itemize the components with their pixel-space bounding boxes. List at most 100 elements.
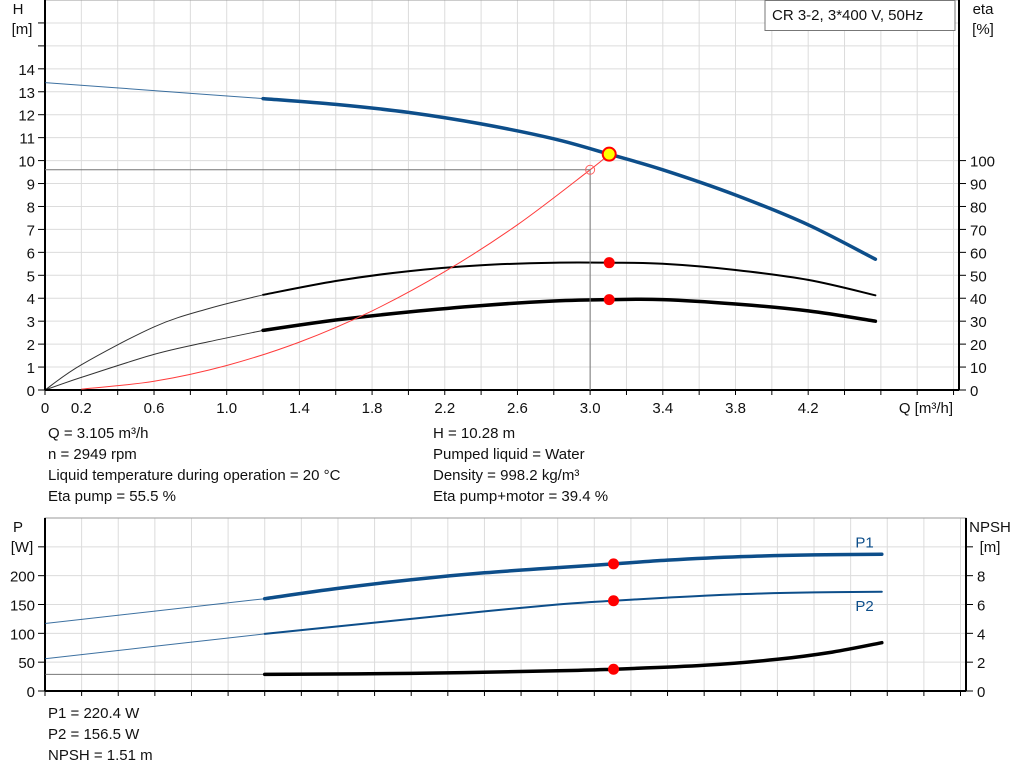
x-tick-label: 2.2	[434, 400, 455, 417]
series-label-p1: P1	[855, 534, 873, 551]
legend-box	[764, 0, 956, 31]
y-tick-label: 11	[19, 131, 35, 148]
y-tick-label: 50	[18, 655, 35, 672]
y2-tick-label: 80	[970, 199, 987, 216]
y-tick-label: 0	[27, 383, 35, 400]
y2-axis-unit: [m]	[980, 539, 1001, 556]
y-tick-label: 8	[27, 199, 35, 216]
y2-tick-label: 8	[977, 569, 985, 586]
power-chart: 0 50 100 150 200 P [W] 0 2 4 6 8 NPSH [m] P1 P2	[10, 517, 1011, 701]
y-axis-title: H	[13, 1, 24, 18]
x-tick-label: 0.6	[144, 400, 165, 417]
info-p2: P2 = 156.5 W	[48, 726, 140, 743]
y-tick-label: 4	[27, 291, 35, 308]
y2-tick-label: 20	[970, 337, 987, 354]
series-system	[81, 153, 610, 390]
y2-tick-label: 6	[977, 598, 985, 615]
operating-point-marker-p2	[608, 595, 620, 607]
info-eta-total: Eta pump+motor = 39.4 %	[433, 488, 609, 505]
y-tick-label: 2	[27, 337, 35, 354]
x-tick-label: 3.4	[652, 400, 673, 417]
duty-point-marker	[601, 146, 617, 162]
curve-head-extrapolated	[44, 82, 264, 100]
x-tick-label: 2.6	[507, 400, 528, 417]
y2-tick-label: 2	[977, 655, 985, 672]
series-npsh	[45, 640, 884, 677]
curve-npsh	[262, 640, 884, 677]
y-tick-label: 200	[10, 569, 35, 586]
y-tick-label: 12	[18, 108, 35, 125]
curve-p1	[262, 552, 884, 601]
head-chart: 0 0.2 0.6 1.0 1.4 1.8 2.2 2.6 3.0 3.4 3.8 4.2 Q [m³/…	[12, 0, 995, 417]
y2-tick-label: 4	[977, 626, 985, 643]
y2-axis-title: NPSH	[969, 519, 1011, 536]
info-p1: P1 = 220.4 W	[48, 705, 140, 722]
y2-tick-label: 50	[970, 268, 987, 285]
y-axis-title: P	[13, 519, 23, 536]
x-tick-label: 1.8	[362, 400, 383, 417]
y-tick-label: 0	[27, 684, 35, 701]
operating-point-marker-eta-pump	[603, 257, 615, 269]
y2-axis-unit: [%]	[972, 21, 994, 38]
info-eta-pump: Eta pump = 55.5 %	[48, 488, 176, 505]
curve-p2-extrapolated	[44, 633, 265, 660]
plot-frame	[44, 0, 960, 391]
info-speed: n = 2949 rpm	[48, 446, 137, 463]
operating-point-marker-npsh	[608, 663, 620, 675]
y2-tick-label: 0	[970, 383, 978, 400]
y-tick-label: 6	[27, 245, 35, 262]
y2-tick-label: 70	[970, 222, 987, 239]
series-p1: P1	[44, 534, 884, 624]
y-axis-unit: [m]	[12, 21, 33, 38]
guide-intersection-marker	[585, 164, 596, 175]
grid	[45, 0, 959, 390]
curve-eta-pump-extrapolated	[44, 294, 264, 391]
y-tick-label: 10	[18, 154, 35, 171]
operating-guide-lines	[45, 169, 591, 390]
y-tick-label: 150	[10, 598, 35, 615]
curve-head	[261, 96, 878, 261]
operating-point-marker-p1	[608, 558, 620, 570]
series-eta-pump-motor	[44, 294, 878, 391]
y2-tick-label: 100	[970, 154, 995, 171]
series-label-p2: P2	[855, 598, 873, 615]
y2-tick-label: 60	[970, 245, 987, 262]
x-tick-label: 0.2	[71, 400, 92, 417]
info-npsh: NPSH = 1.51 m	[48, 747, 153, 764]
y-axis-unit: [W]	[11, 539, 34, 556]
operating-point-marker-eta-pump-motor	[603, 294, 615, 306]
series-eta-pump	[44, 257, 877, 391]
x-tick-label: 4.2	[798, 400, 819, 417]
y2-tick-label: 40	[970, 291, 987, 308]
legend-title: CR 3-2, 3*400 V, 50Hz	[772, 7, 923, 24]
info-pumped-liquid: Pumped liquid = Water	[433, 446, 585, 463]
curve-eta-pump	[262, 261, 877, 297]
curve-p2	[263, 590, 883, 635]
y2-tick-label: 30	[970, 314, 987, 331]
y-tick-label: 5	[27, 268, 35, 285]
y2-axis-title: eta	[973, 1, 995, 18]
info-density: Density = 998.2 kg/m³	[433, 467, 580, 484]
x-tick-label: 0	[41, 400, 49, 417]
curve-p1-extrapolated	[44, 598, 265, 624]
x-tick-label: 1.4	[289, 400, 310, 417]
y-tick-label: 14	[18, 62, 35, 79]
x-tick-label: 1.0	[216, 400, 237, 417]
curve-system	[81, 153, 610, 390]
series-head	[44, 82, 878, 261]
x-tick-label: 3.8	[725, 400, 746, 417]
y2-tick-label: 90	[970, 177, 987, 194]
y-tick-label: 9	[27, 177, 35, 194]
x-tick-label: 3.0	[580, 400, 601, 417]
info-q: Q = 3.105 m³/h	[48, 425, 149, 442]
y2-tick-label: 0	[977, 684, 985, 701]
curve-eta-pump-motor-extrapolated	[44, 329, 264, 391]
info-liquid-temp: Liquid temperature during operation = 20…	[48, 467, 341, 484]
x-axis-title: Q [m³/h]	[899, 400, 953, 417]
y-tick-label: 13	[18, 85, 35, 102]
series-p2: P2	[44, 590, 883, 660]
info-h: H = 10.28 m	[433, 425, 516, 442]
y-tick-label: 3	[27, 314, 35, 331]
y-tick-label: 1	[27, 360, 35, 377]
